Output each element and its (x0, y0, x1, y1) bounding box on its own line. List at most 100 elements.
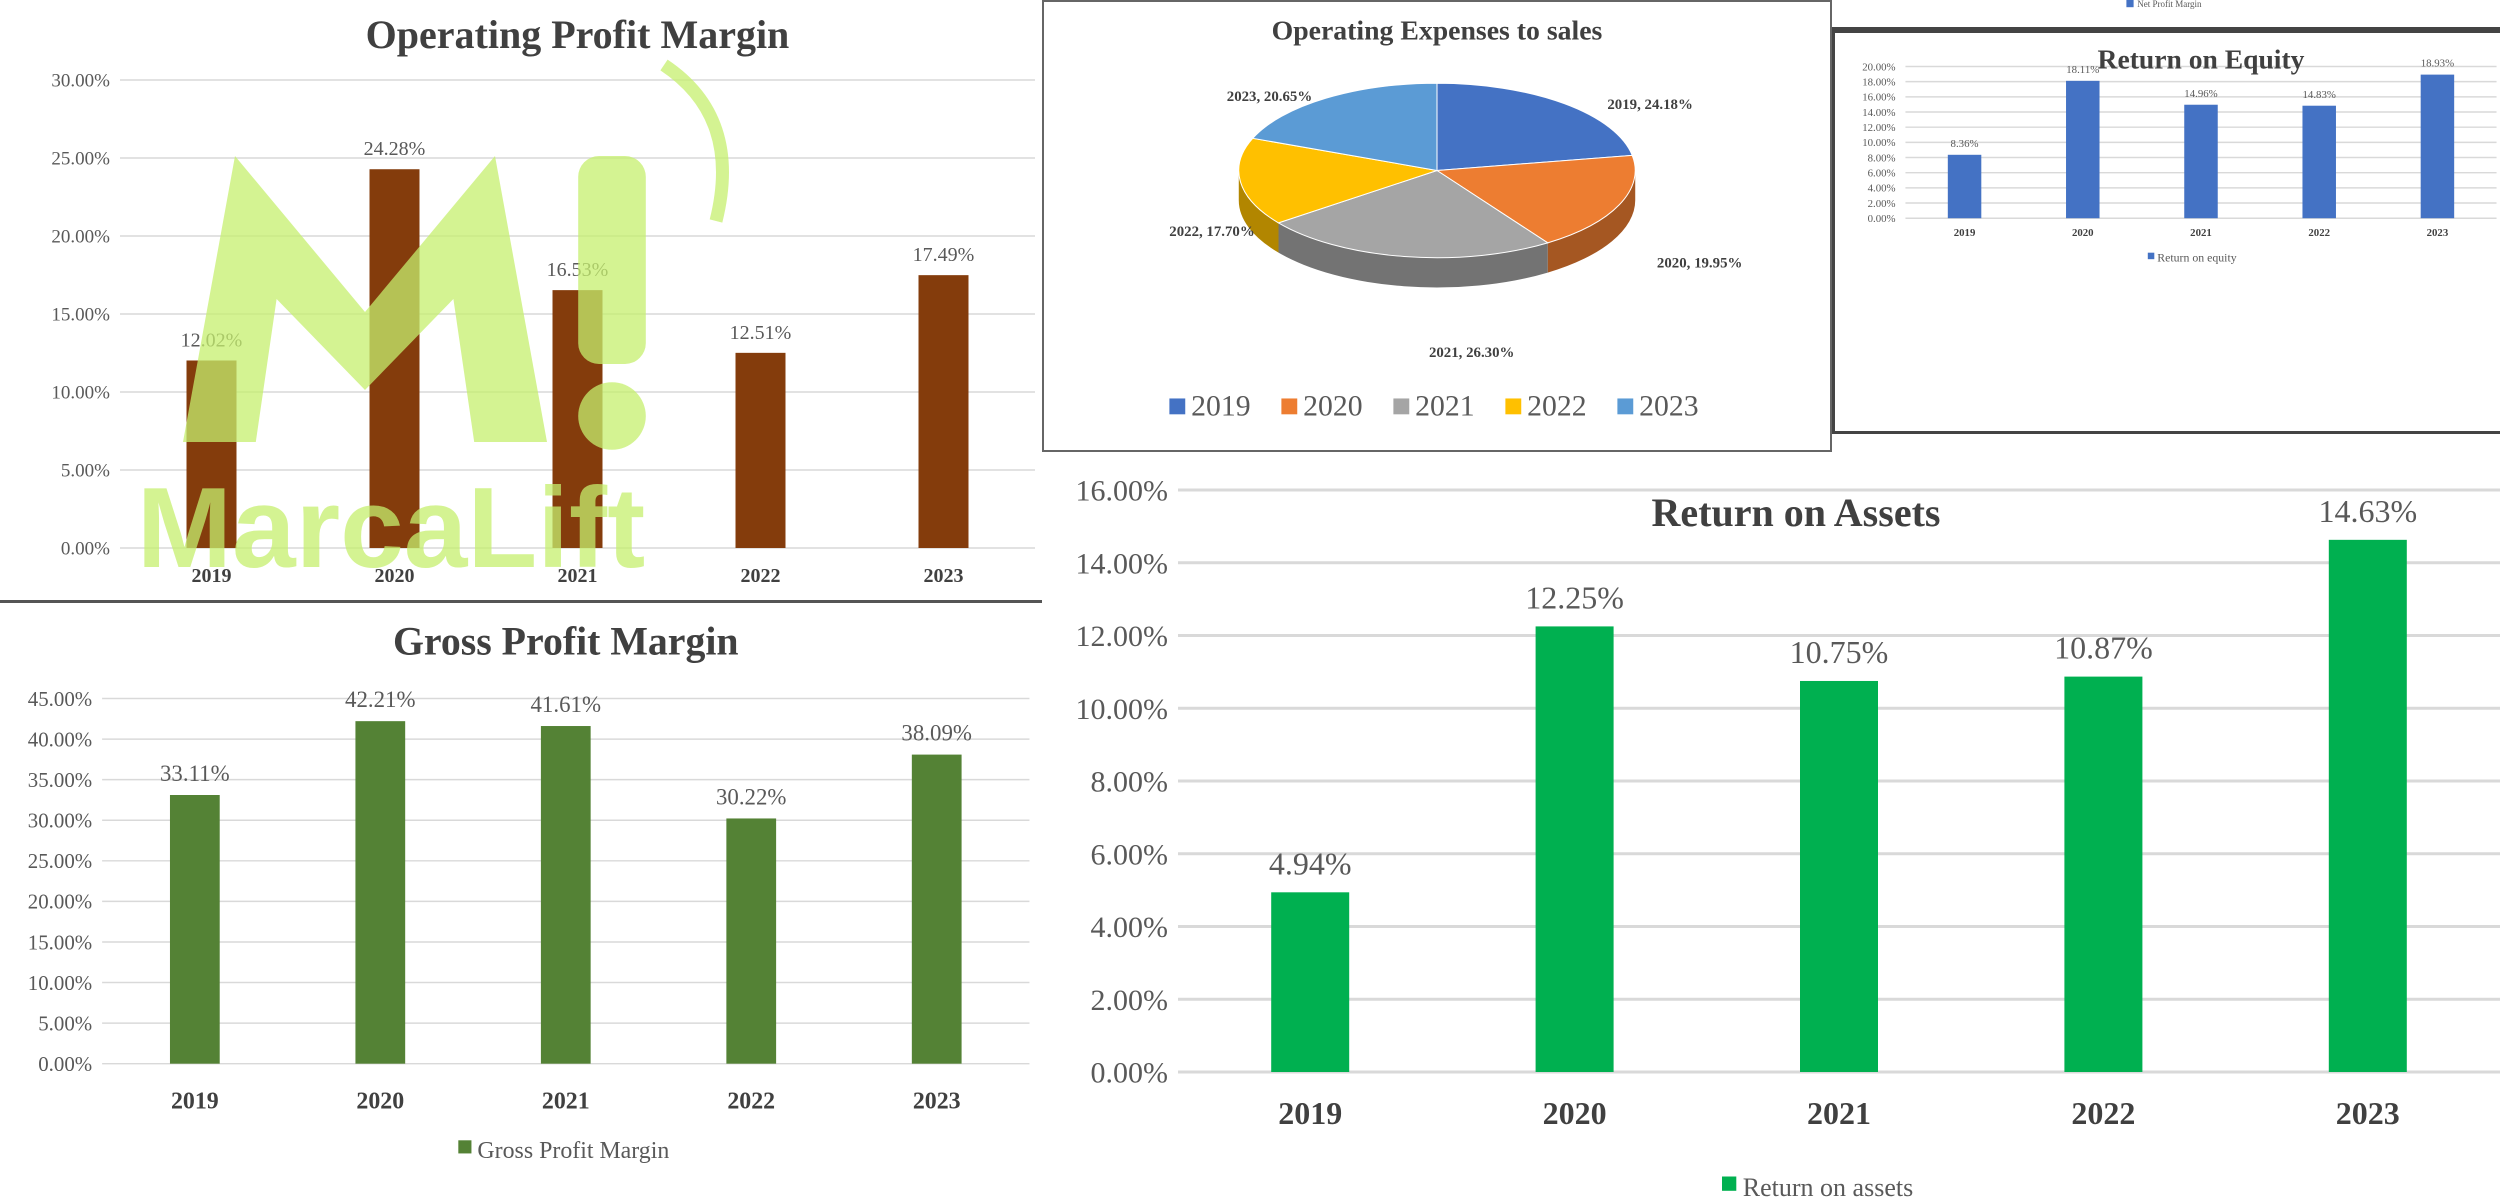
oes-legend-swatch-2023 (1617, 398, 1634, 415)
oes-slice-2020 (1435, 154, 1636, 244)
oes-data-label: 2021, 26.30% (1429, 345, 1514, 361)
oes-legend-label: 2021 (1415, 390, 1474, 422)
logo-rocket-trail (660, 59, 729, 223)
opm-data-label: 17.49% (913, 244, 975, 266)
gpm-legend-label: Gross Profit Margin (477, 1138, 669, 1164)
gpm-bar-2022 (726, 818, 777, 1064)
roa-svg: 0.00% 2.00% 4.00% 6.00% 8.00% 10.00% 12.00% 14.… (1076, 475, 2500, 1200)
roa-y-tick-label: 10.00% (1076, 693, 1169, 726)
gpm-y-tick-label: 30.00% (28, 809, 92, 833)
roa-y-tick-label: 0.00% (1091, 1057, 1169, 1090)
roe-title: Return on Equity (2098, 43, 2305, 74)
roe-x-tick-label: 2023 (2427, 227, 2449, 239)
opm-y-tick-label: 15.00% (51, 305, 110, 326)
roe-y-tick-label: 2.00% (1868, 198, 1896, 210)
roe-legend-swatch (2147, 252, 2155, 260)
oes-legend-label: 2019 (1191, 390, 1250, 422)
oes-slice-side-2020 (1547, 170, 1636, 273)
roa-y-tick-label: 16.00% (1076, 475, 1169, 508)
roe-y-tick-label: 16.00% (1862, 92, 1895, 104)
oes-data-label: 2023, 20.65% (1227, 89, 1312, 105)
roe-y-tick-label: 12.00% (1862, 122, 1895, 134)
roa-y-tick-label: 8.00% (1091, 766, 1169, 799)
net-profit-margin-strip: Net Profit Margin (1832, 0, 2500, 30)
opm-y-tick-label: 30.00% (51, 71, 110, 92)
operating-expenses-to-sales-chart: Operating Expenses to sales 2019, 24.18% 2… (1042, 0, 1832, 452)
oes-title: Operating Expenses to sales (1272, 16, 1603, 47)
gpm-data-label: 30.22% (716, 785, 787, 810)
gpm-x-tick-label: 2019 (171, 1088, 219, 1114)
oes-data-label: 2020, 19.95% (1657, 256, 1742, 272)
opm-title: Operating Profit Margin (366, 12, 790, 57)
oes-legend-label: 2020 (1303, 390, 1362, 422)
gross-profit-margin-chart: 0.00% 5.00% 10.00% 15.00% 20.00% 25.00% 30.00%… (0, 600, 1042, 1200)
roe-data-label: 18.93% (2421, 58, 2454, 70)
roe-x-tick-label: 2019 (1954, 227, 1976, 239)
gpm-x-tick-label: 2023 (913, 1088, 961, 1114)
oes-legend-swatch-2021 (1393, 398, 1410, 415)
roa-title: Return on Assets (1652, 490, 1941, 535)
gpm-y-tick-label: 35.00% (28, 768, 92, 792)
oes-slice-side-2022 (1238, 170, 1279, 253)
roe-data-label: 18.11% (2066, 64, 2099, 76)
gpm-y-tick-label: 15.00% (28, 930, 92, 954)
roe-data-label: 8.36% (1951, 138, 1979, 150)
gpm-y-tick-label: 40.00% (28, 727, 92, 751)
opm-x-tick-label: 2019 (192, 565, 232, 587)
roa-legend-label: Return on assets (1743, 1173, 1913, 1200)
roe-bar-2020 (2066, 80, 2100, 219)
gpm-data-label: 38.09% (901, 721, 972, 746)
oes-data-label: 2019, 24.18% (1607, 97, 1692, 113)
oes-legend-swatch-2019 (1169, 398, 1186, 415)
roa-y-tick-label: 2.00% (1091, 984, 1169, 1017)
roe-svg: 0.00% 2.00% 4.00% 6.00% 8.00% 10.00% 12.00% 14.… (1862, 43, 2497, 265)
opm-x-tick-label: 2020 (375, 565, 415, 587)
gpm-title: Gross Profit Margin (393, 620, 739, 664)
roe-y-tick-label: 8.00% (1868, 152, 1896, 164)
roa-data-label: 4.94% (1269, 845, 1352, 881)
gpm-x-tick-label: 2020 (356, 1088, 404, 1114)
roe-data-label: 14.83% (2303, 89, 2336, 101)
roe-x-tick-label: 2021 (2190, 227, 2212, 239)
operating-profit-margin-chart: 0.00% 5.00% 10.00% 15.00% 20.00% 25.00% 30.00%… (0, 0, 1042, 598)
roe-y-tick-label: 6.00% (1868, 167, 1896, 179)
roe-data-label: 14.96% (2184, 88, 2217, 100)
roa-x-tick-label: 2023 (2336, 1095, 2400, 1131)
gpm-svg: 0.00% 5.00% 10.00% 15.00% 20.00% 25.00% 30.00%… (28, 620, 1030, 1164)
gpm-data-label: 33.11% (160, 761, 230, 786)
gpm-bar-2021 (540, 726, 591, 1064)
gpm-bar-2023 (911, 754, 962, 1064)
roa-y-tick-label: 14.00% (1076, 547, 1169, 580)
marcalift-logo: MarcaLift (137, 59, 729, 592)
gpm-y-tick-label: 10.00% (28, 971, 92, 995)
opm-bar-2022 (735, 352, 786, 548)
roe-legend-label: Return on equity (2157, 251, 2236, 265)
opm-y-tick-label: 20.00% (51, 227, 110, 248)
roa-bar-2019 (1271, 892, 1350, 1072)
roa-x-tick-label: 2022 (2071, 1095, 2135, 1131)
roe-x-tick-label: 2020 (2072, 227, 2094, 239)
npm-strip-svg: Net Profit Margin (2126, 0, 2202, 9)
opm-y-tick-label: 0.00% (61, 539, 110, 560)
gpm-x-tick-label: 2021 (542, 1088, 590, 1114)
oes-slice-2023 (1251, 82, 1438, 172)
roe-bar-2023 (2420, 74, 2455, 219)
opm-x-tick-label: 2021 (558, 565, 598, 587)
gpm-y-tick-label: 20.00% (28, 890, 92, 914)
roe-y-tick-label: 4.00% (1868, 183, 1896, 195)
opm-y-tick-label: 5.00% (61, 461, 110, 482)
roe-y-tick-label: 0.00% (1868, 213, 1896, 225)
roa-bar-2021 (1800, 680, 1878, 1072)
roe-bar-2021 (2184, 104, 2218, 219)
gpm-y-tick-label: 5.00% (38, 1011, 92, 1035)
roa-x-tick-label: 2019 (1278, 1095, 1342, 1131)
roa-x-tick-label: 2021 (1807, 1095, 1871, 1131)
roa-bar-2022 (2064, 676, 2143, 1072)
roe-y-tick-label: 18.00% (1862, 76, 1895, 88)
npm-legend-label: Net Profit Margin (2137, 0, 2202, 9)
roa-x-tick-label: 2020 (1543, 1095, 1607, 1131)
oes-svg: Operating Expenses to sales 2019, 24.18% 2… (1169, 16, 1742, 423)
opm-data-label: 24.28% (364, 138, 426, 160)
opm-bar-2023 (918, 275, 969, 548)
roa-data-label: 10.87% (2054, 630, 2153, 666)
